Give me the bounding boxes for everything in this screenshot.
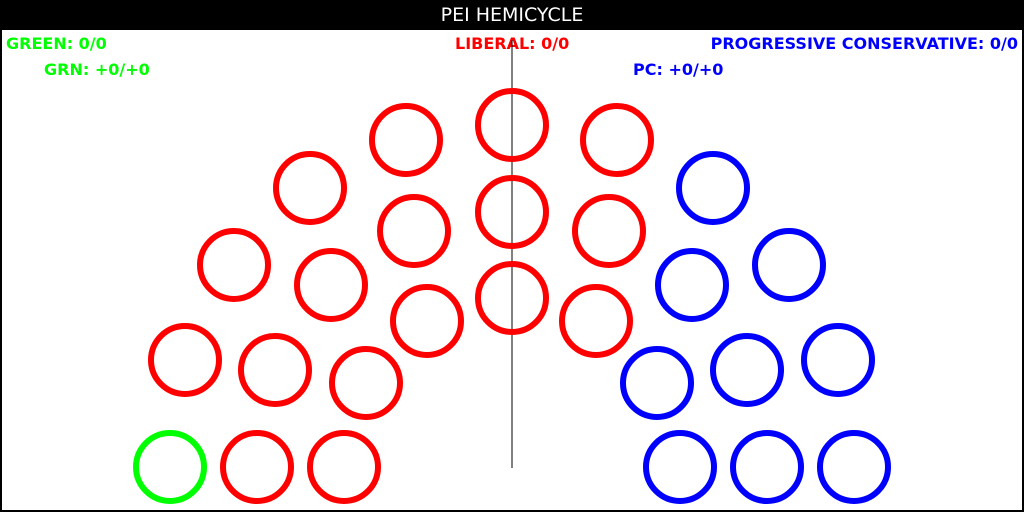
seat-progressive-conservative [676,151,750,225]
seat-liberal [475,175,549,249]
seat-liberal [390,284,464,358]
seat-liberal [475,88,549,162]
pc-seat-label: PROGRESSIVE CONSERVATIVE: 0/0 [710,34,1018,53]
seat-liberal [475,261,549,335]
seat-liberal [329,346,403,420]
seat-progressive-conservative [620,346,694,420]
seat-liberal [238,333,312,407]
seat-liberal [220,430,294,504]
seat-liberal [307,430,381,504]
seat-progressive-conservative [655,248,729,322]
seat-progressive-conservative [752,228,826,302]
seat-progressive-conservative [801,323,875,397]
seat-green [133,430,207,504]
seat-liberal [294,248,368,322]
seat-progressive-conservative [643,430,717,504]
seat-liberal [580,103,654,177]
chart-title: PEI HEMICYCLE [0,0,1024,30]
seat-liberal [273,151,347,225]
seat-progressive-conservative [730,430,804,504]
seat-progressive-conservative [710,333,784,407]
pc-change-label: PC: +0/+0 [633,60,724,79]
seat-liberal [148,323,222,397]
seat-liberal [377,194,451,268]
green-seat-label: GREEN: 0/0 [6,34,107,53]
seat-progressive-conservative [817,430,891,504]
seat-liberal [197,228,271,302]
green-change-label: GRN: +0/+0 [44,60,150,79]
seat-liberal [559,284,633,358]
seat-liberal [572,194,646,268]
seat-liberal [369,103,443,177]
